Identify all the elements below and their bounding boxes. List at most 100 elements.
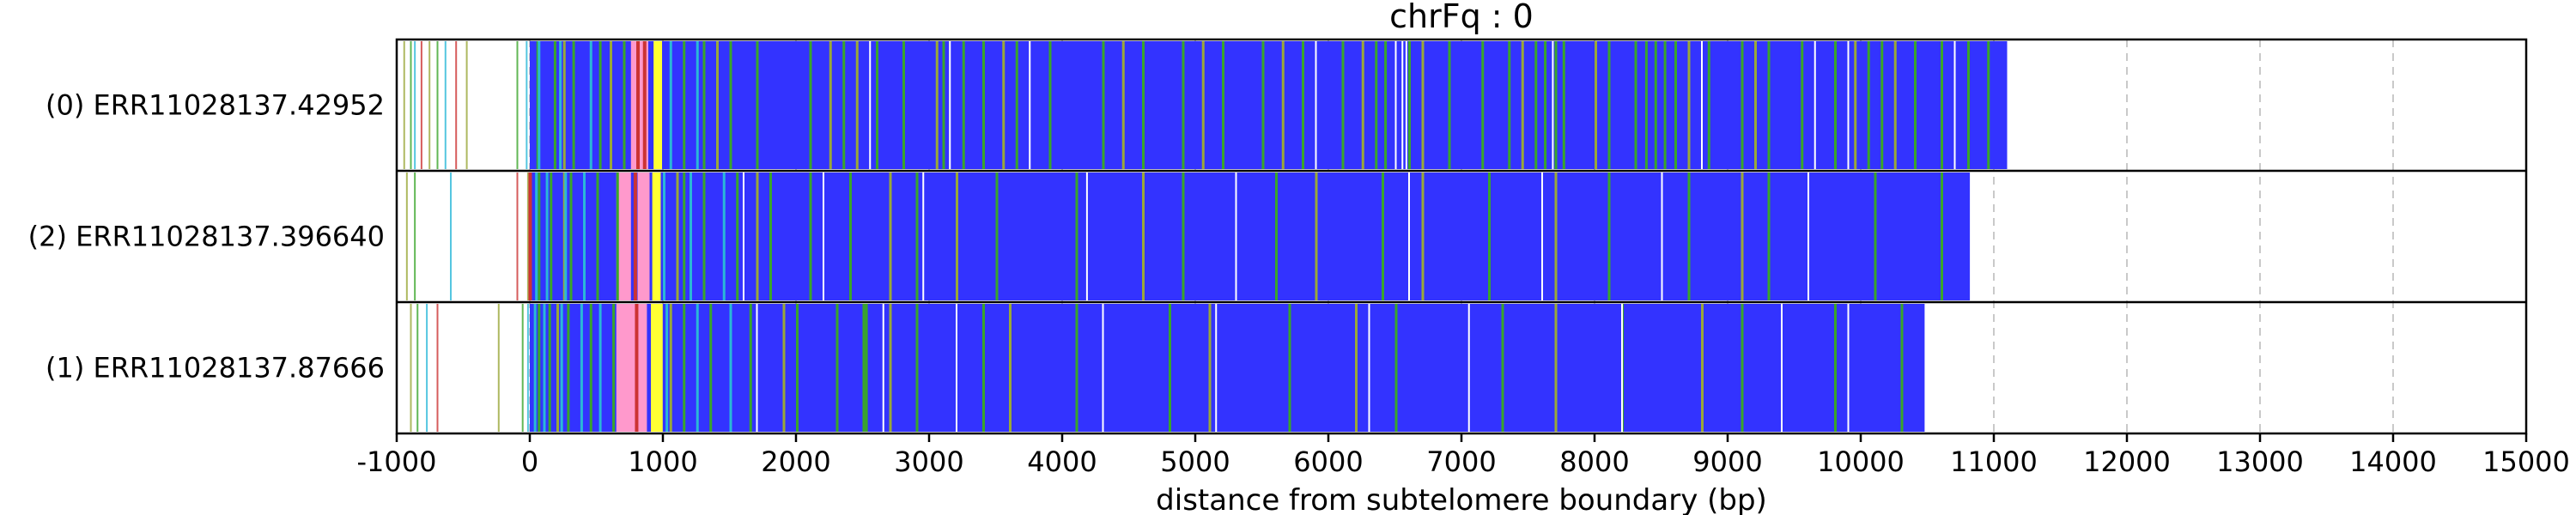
white-mark bbox=[1621, 304, 1623, 432]
green-mark bbox=[1654, 41, 1657, 169]
green-mark bbox=[1941, 173, 1943, 300]
white-mark bbox=[1953, 41, 1956, 169]
white-mark bbox=[922, 173, 925, 300]
green-mark bbox=[1707, 41, 1710, 169]
cyan-mark bbox=[598, 304, 602, 432]
pre-boundary-mark bbox=[436, 41, 439, 169]
pre-boundary-mark bbox=[450, 173, 452, 300]
green-mark bbox=[538, 304, 541, 432]
green-mark bbox=[1169, 304, 1171, 432]
green-mark bbox=[1534, 41, 1538, 169]
white-mark bbox=[1029, 41, 1031, 169]
olive-mark bbox=[829, 41, 832, 169]
green-mark bbox=[1481, 41, 1485, 169]
x-tick-label: 4000 bbox=[1027, 445, 1097, 478]
cyan-mark bbox=[583, 173, 586, 300]
x-tick-label: 14000 bbox=[2349, 445, 2437, 478]
white-mark bbox=[1368, 304, 1370, 432]
read-labels: (0) ERR11028137.42952 (2) ERR11028137.396… bbox=[28, 89, 385, 385]
green-mark bbox=[1508, 41, 1511, 169]
white-mark bbox=[1467, 304, 1470, 432]
green-mark bbox=[915, 304, 919, 432]
green-mark bbox=[1102, 41, 1105, 169]
green-mark bbox=[1182, 41, 1185, 169]
olive-mark bbox=[716, 41, 719, 169]
green-mark bbox=[736, 173, 739, 300]
green-mark bbox=[702, 173, 706, 300]
pre-boundary-mark bbox=[428, 41, 431, 169]
olive-mark bbox=[1754, 41, 1757, 169]
green-mark bbox=[1767, 41, 1771, 169]
green-mark bbox=[982, 41, 985, 169]
olive-mark bbox=[1893, 41, 1897, 169]
green-mark bbox=[623, 41, 626, 169]
green-mark bbox=[1501, 304, 1504, 432]
cyan-mark bbox=[729, 304, 732, 432]
green-mark bbox=[1741, 304, 1744, 432]
white-mark bbox=[1085, 173, 1088, 300]
green-mark bbox=[915, 173, 919, 300]
green-mark bbox=[569, 173, 573, 300]
green-mark bbox=[1900, 304, 1904, 432]
x-tick-label: 12000 bbox=[2083, 445, 2171, 478]
red-mark bbox=[635, 304, 639, 432]
green-mark bbox=[612, 304, 616, 432]
green-mark bbox=[1394, 304, 1398, 432]
olive-mark bbox=[1521, 41, 1524, 169]
cyan-mark bbox=[543, 304, 546, 432]
pink-region bbox=[616, 173, 631, 300]
olive-mark bbox=[756, 173, 759, 300]
green-mark bbox=[1674, 41, 1677, 169]
yellow-mark bbox=[653, 304, 659, 432]
white-mark bbox=[1807, 173, 1809, 300]
olive-mark bbox=[562, 173, 566, 300]
yellow-mark bbox=[652, 173, 658, 300]
red-mark bbox=[636, 41, 640, 169]
white-mark bbox=[1541, 173, 1543, 300]
green-mark bbox=[749, 304, 752, 432]
green-mark bbox=[1048, 41, 1052, 169]
green-mark bbox=[1544, 41, 1547, 169]
white-mark bbox=[1847, 304, 1850, 432]
green-mark bbox=[1687, 173, 1691, 300]
green-mark bbox=[1302, 41, 1304, 169]
x-tick-label: -1000 bbox=[357, 445, 437, 478]
green-mark bbox=[1741, 41, 1744, 169]
read-track bbox=[405, 173, 1971, 300]
green-mark bbox=[982, 304, 985, 432]
white-mark bbox=[1102, 304, 1104, 432]
cyan-mark bbox=[580, 304, 583, 432]
cyan-mark bbox=[663, 173, 665, 300]
cyan-mark bbox=[538, 41, 541, 169]
white-mark bbox=[1394, 41, 1397, 169]
green-mark bbox=[1182, 173, 1185, 300]
green-mark bbox=[902, 41, 905, 169]
green-mark bbox=[1448, 41, 1451, 169]
green-mark bbox=[589, 304, 592, 432]
green-mark bbox=[1375, 41, 1378, 169]
cyan-mark bbox=[722, 173, 726, 300]
read-label: (1) ERR11028137.87666 bbox=[46, 352, 385, 385]
green-mark bbox=[796, 304, 799, 432]
cyan-mark bbox=[545, 173, 549, 300]
green-mark bbox=[1562, 41, 1565, 169]
yellow-mark bbox=[653, 41, 659, 169]
cyan-mark bbox=[564, 173, 568, 300]
yellow-mark bbox=[657, 41, 663, 169]
pink-region bbox=[637, 173, 650, 300]
green-mark bbox=[842, 41, 846, 169]
olive-mark bbox=[1741, 173, 1744, 300]
olive-mark bbox=[1002, 41, 1005, 169]
green-mark bbox=[1261, 41, 1265, 169]
olive-mark bbox=[1142, 173, 1145, 300]
white-mark bbox=[1408, 173, 1410, 300]
green-mark bbox=[1142, 41, 1145, 169]
cyan-mark bbox=[535, 173, 538, 300]
white-mark bbox=[1552, 41, 1554, 169]
pre-boundary-mark bbox=[420, 41, 422, 169]
green-mark bbox=[572, 41, 575, 169]
x-tick-label: 11000 bbox=[1950, 445, 2038, 478]
x-tick-label: 7000 bbox=[1426, 445, 1496, 478]
green-mark bbox=[942, 41, 945, 169]
